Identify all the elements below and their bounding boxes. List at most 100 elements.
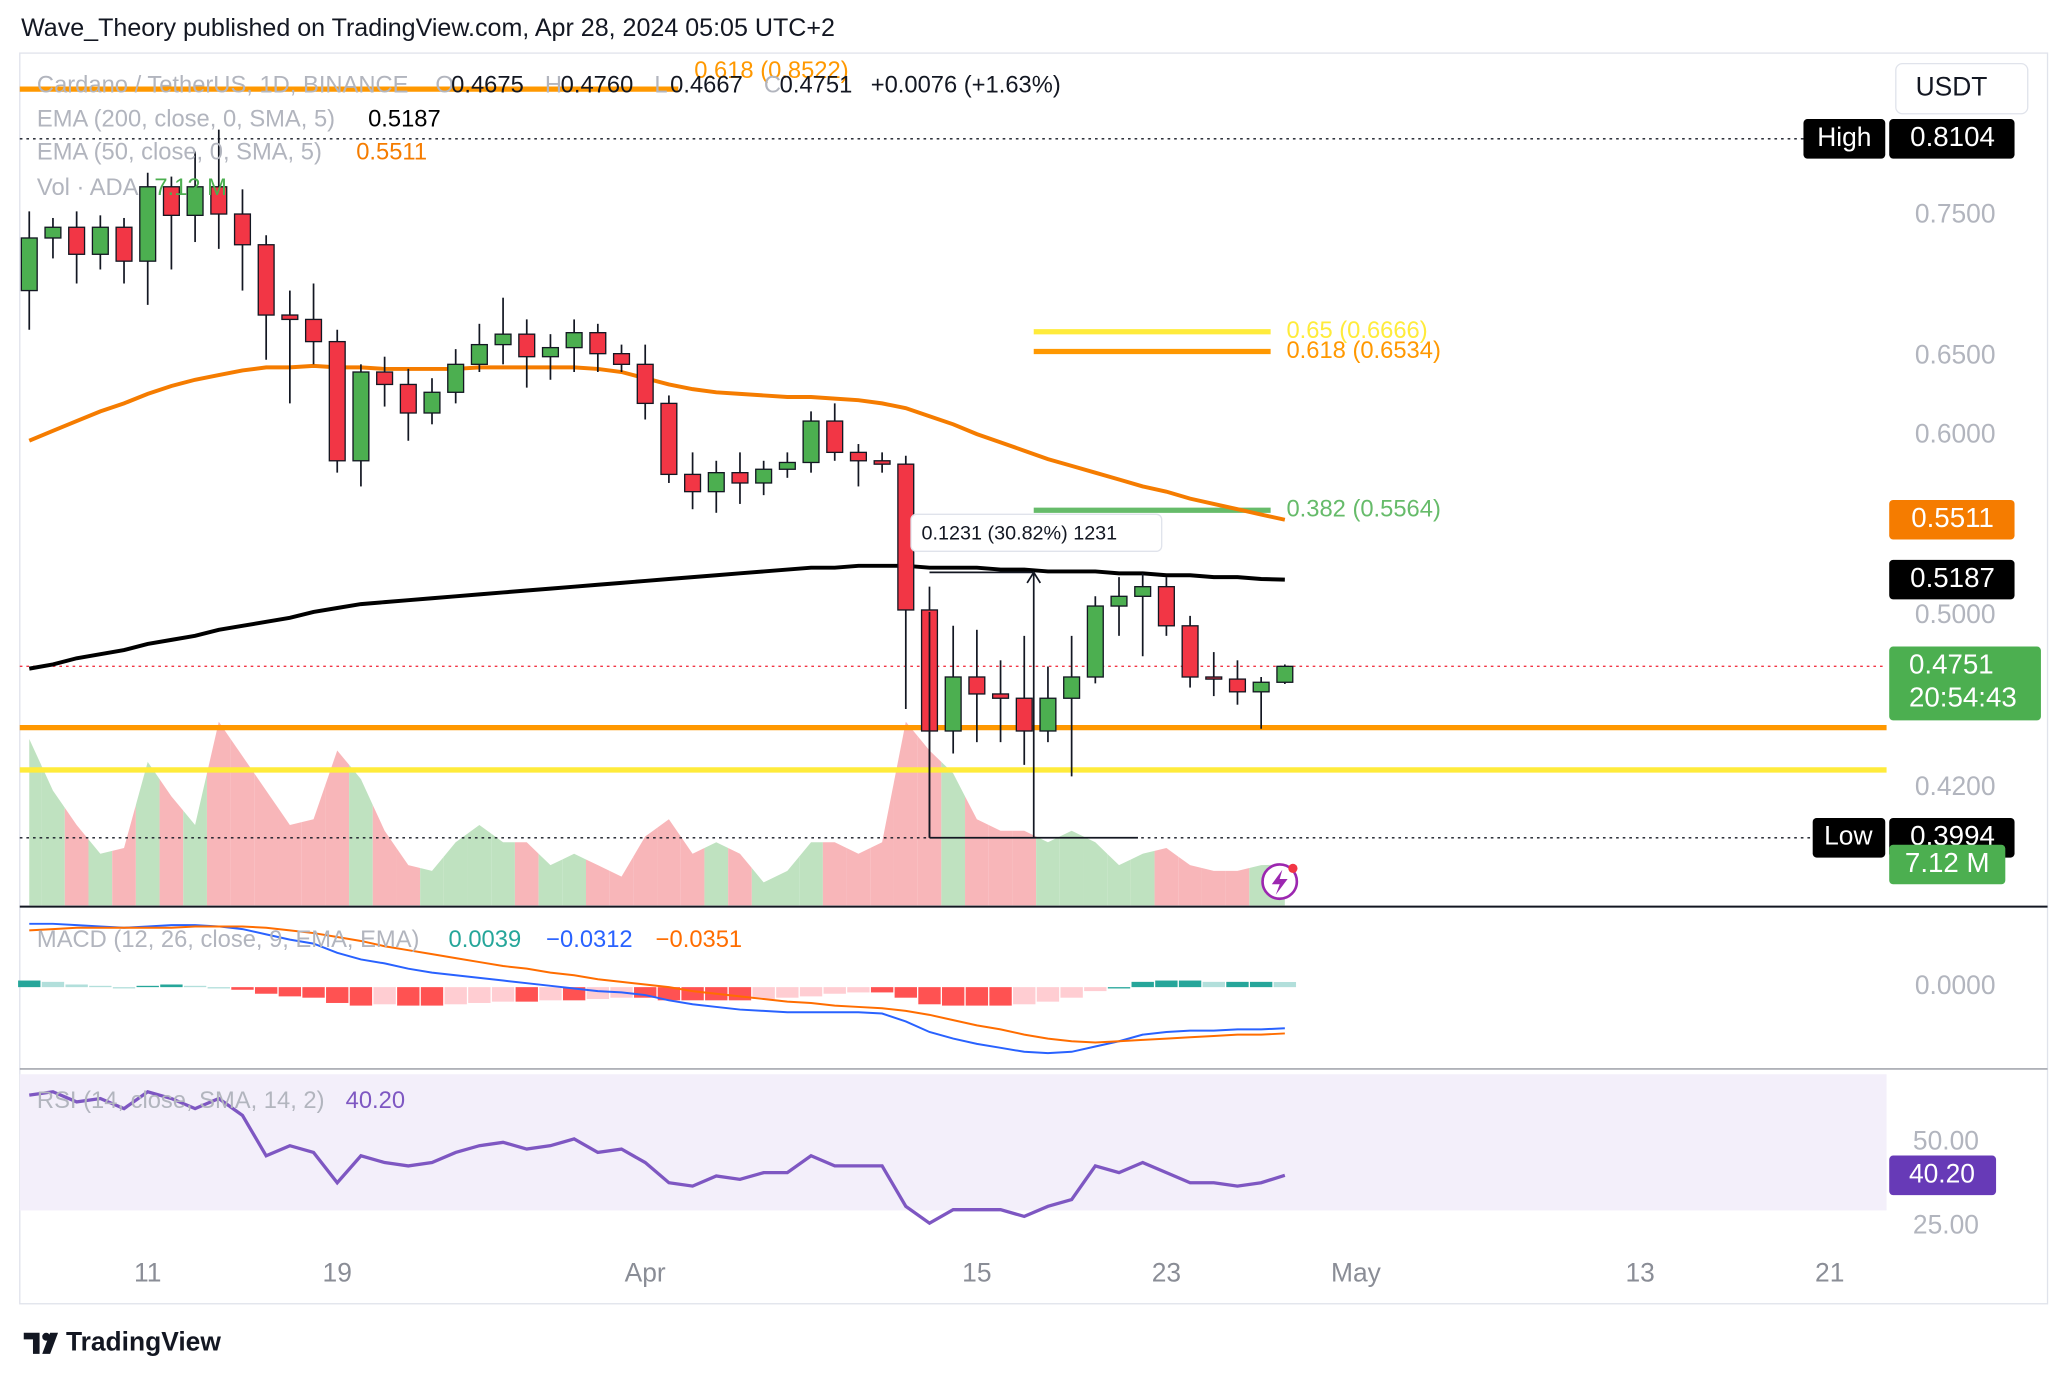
ema-value: 0.5511 bbox=[356, 140, 427, 166]
measure-label: 0.1231 (30.82%) 1231 bbox=[922, 522, 1118, 544]
price-change: +0.0076 (+1.63%) bbox=[871, 72, 1061, 98]
fib-label: 0.65 (0.6666) bbox=[1286, 318, 1427, 344]
volume-area bbox=[1059, 830, 1084, 906]
high-tag-label: 0.8104 bbox=[1910, 121, 1995, 152]
volume-area bbox=[1201, 868, 1226, 906]
x-tick-label: 21 bbox=[1815, 1258, 1844, 1288]
candle-body bbox=[565, 332, 583, 349]
macd-histogram-bar bbox=[65, 984, 88, 988]
macd-signal bbox=[29, 925, 1285, 1044]
candle-body bbox=[186, 186, 204, 216]
y-tick-label: 0.5000 bbox=[1915, 599, 1996, 629]
alert-icon[interactable] bbox=[1261, 863, 1299, 901]
candle-body bbox=[518, 333, 536, 358]
ema-tag bbox=[1889, 559, 2015, 600]
volume-area bbox=[870, 781, 894, 906]
volume-area bbox=[941, 761, 966, 906]
footer-brand: TradingView bbox=[66, 1326, 221, 1356]
icon-bolt[interactable] bbox=[1271, 869, 1288, 895]
volume-area bbox=[159, 779, 184, 906]
volume-area bbox=[254, 773, 279, 906]
macd-histogram-bar bbox=[231, 987, 254, 990]
macd-histogram-bar bbox=[41, 981, 65, 988]
macd-histogram-bar bbox=[160, 984, 183, 988]
volume-area bbox=[88, 839, 113, 906]
volume-area bbox=[278, 807, 302, 906]
candle-body bbox=[1063, 676, 1081, 699]
measure-arrow-head bbox=[1026, 570, 1042, 584]
currency-box[interactable] bbox=[1895, 62, 2029, 115]
volume-tag bbox=[1889, 844, 2006, 885]
candle-body bbox=[1276, 665, 1294, 683]
candle-body bbox=[944, 676, 962, 732]
y-tick-label: 0.7500 bbox=[1915, 198, 1996, 228]
rsi-band bbox=[19, 1075, 1887, 1211]
candle-body bbox=[755, 468, 773, 484]
last-price-label: 0.4751 bbox=[1909, 649, 1994, 680]
countdown-label: 20:54:43 bbox=[1909, 682, 2017, 713]
candle-body bbox=[1228, 678, 1247, 693]
ohlc-value: 0.4667 bbox=[670, 72, 743, 98]
macd-histogram-bar bbox=[18, 980, 41, 988]
volume-area bbox=[633, 827, 658, 906]
volume-area bbox=[183, 773, 207, 906]
y-tick-label: 0.0000 bbox=[1915, 970, 1996, 1000]
macd-histogram-bar bbox=[183, 985, 207, 988]
volume-name: Vol · ADA bbox=[37, 175, 139, 201]
currency[interactable]: USDT bbox=[1916, 72, 1988, 102]
volume-area bbox=[728, 847, 752, 906]
x-tick-label: 11 bbox=[134, 1258, 161, 1288]
candle-body bbox=[1039, 697, 1057, 732]
ema-value: 0.5187 bbox=[368, 107, 441, 133]
macd-line bbox=[29, 922, 1285, 1055]
candle-body bbox=[352, 371, 370, 462]
x-tick-label: May bbox=[1331, 1258, 1382, 1288]
volume-area bbox=[585, 859, 610, 906]
rsi-price-tag-label: 40.20 bbox=[1909, 1158, 1975, 1188]
x-tick-label: 13 bbox=[1626, 1258, 1655, 1288]
last-price-tag bbox=[1889, 646, 2041, 721]
rsi-line bbox=[29, 1089, 1286, 1226]
macd-histogram-bar bbox=[1060, 987, 1083, 998]
macd-histogram-bar bbox=[799, 987, 823, 997]
candle-body bbox=[376, 371, 394, 386]
volume-area bbox=[514, 842, 539, 906]
volume-area bbox=[988, 825, 1013, 906]
macd-histogram-bar bbox=[397, 987, 420, 1006]
rsi-name: RSI (14, close, SMA, 14, 2) bbox=[37, 1088, 325, 1114]
chart-frame bbox=[19, 52, 2049, 1305]
ohlc-key: O bbox=[435, 72, 453, 98]
macd-histogram-bar bbox=[1178, 980, 1202, 988]
volume-area bbox=[1130, 850, 1155, 906]
macd-histogram-bar bbox=[728, 987, 752, 1001]
icon-dot[interactable] bbox=[1288, 863, 1298, 874]
candle-body bbox=[1157, 586, 1175, 627]
candle-body bbox=[1086, 605, 1104, 678]
ohlc-key: C bbox=[764, 72, 781, 98]
macd-histogram-bar bbox=[776, 987, 799, 998]
macd-histogram-bar bbox=[207, 987, 230, 989]
volume-area bbox=[1083, 836, 1108, 906]
candle-body bbox=[968, 676, 986, 695]
macd-histogram-bar bbox=[941, 987, 965, 1006]
candle-body bbox=[68, 226, 86, 255]
candle-body bbox=[1110, 595, 1128, 607]
candle-body bbox=[1181, 625, 1199, 678]
macd-signal-value: −0.0351 bbox=[656, 927, 742, 953]
macd-histogram-bar bbox=[918, 987, 941, 1005]
y-tick-label: 0.6500 bbox=[1915, 340, 1996, 370]
high-caption: High bbox=[1817, 122, 1871, 152]
volume-area bbox=[751, 868, 776, 906]
macd-histogram-bar bbox=[373, 987, 396, 1005]
candle-body bbox=[257, 244, 275, 316]
volume-area bbox=[1012, 830, 1037, 906]
high-tag bbox=[1889, 119, 2015, 159]
candle-body bbox=[44, 226, 62, 239]
candle-body bbox=[873, 460, 891, 465]
candle-body bbox=[849, 451, 867, 462]
volume-area bbox=[1178, 856, 1202, 906]
volume-area bbox=[301, 784, 326, 906]
ema-tag bbox=[1889, 499, 2015, 540]
candle-body bbox=[281, 314, 299, 321]
x-tick-label: 19 bbox=[323, 1258, 352, 1288]
